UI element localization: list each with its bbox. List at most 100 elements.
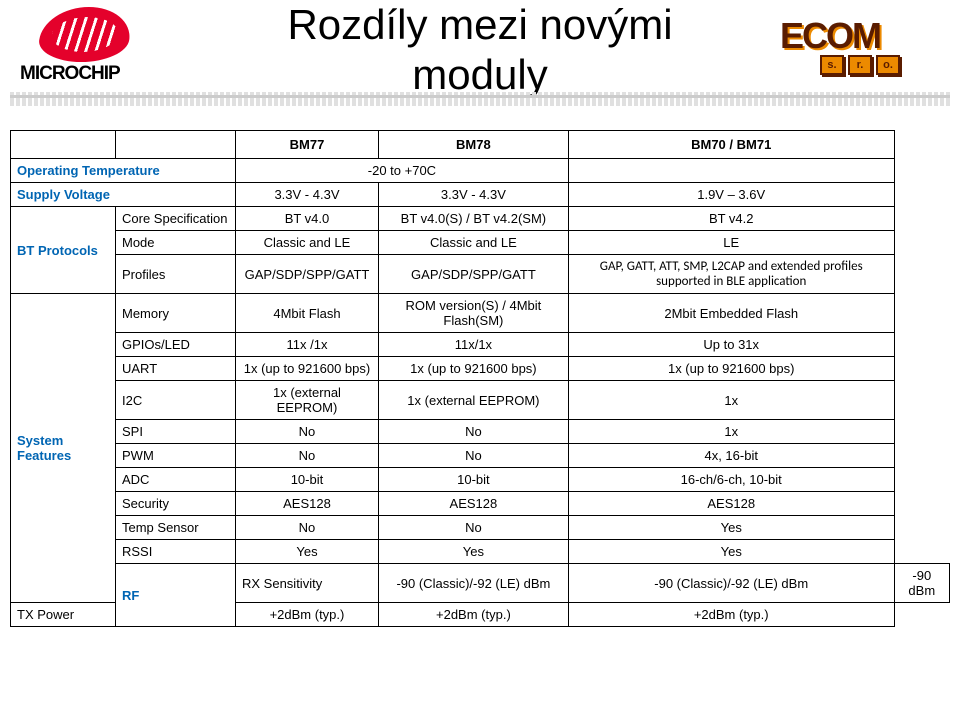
table-cell: -90 (Classic)/-92 (LE) dBm xyxy=(378,564,568,603)
table-row: ModeClassic and LEClassic and LELE xyxy=(11,231,950,255)
row-sub-label: ADC xyxy=(116,468,236,492)
table-cell: GAP/SDP/SPP/GATT xyxy=(236,255,379,294)
table-row: UART1x (up to 921600 bps)1x (up to 92160… xyxy=(11,357,950,381)
table-row: RSSIYesYesYes xyxy=(11,540,950,564)
table-cell: No xyxy=(378,516,568,540)
row-sub-label: PWM xyxy=(116,444,236,468)
table-cell: GAP, GATT, ATT, SMP, L2CAP and extended … xyxy=(568,255,894,294)
table-cell: 4x, 16-bit xyxy=(568,444,894,468)
row-sub-label: Mode xyxy=(116,231,236,255)
table-row: Operating Temperature-20 to +70C xyxy=(11,159,950,183)
table-cell: -90 dBm xyxy=(894,564,949,603)
table-cell: 11x /1x xyxy=(236,333,379,357)
table-cell: AES128 xyxy=(236,492,379,516)
table-cell: No xyxy=(378,420,568,444)
table-cell: 1.9V – 3.6V xyxy=(568,183,894,207)
header-divider xyxy=(10,92,950,106)
table-cell xyxy=(568,159,894,183)
table-cell: 4Mbit Flash xyxy=(236,294,379,333)
logo-ecom: ECOM s. r. o. xyxy=(780,15,940,85)
table-cell: No xyxy=(378,444,568,468)
table-cell: 11x/1x xyxy=(378,333,568,357)
row-group-label: System Features xyxy=(11,294,116,603)
row-group-label: Operating Temperature xyxy=(11,159,236,183)
table-cell: 1x (up to 921600 bps) xyxy=(378,357,568,381)
table-cell: 3.3V - 4.3V xyxy=(236,183,379,207)
row-sub-label: TX Power xyxy=(11,603,116,627)
table-cell: BT v4.0(S) / BT v4.2(SM) xyxy=(378,207,568,231)
table-cell: 1x (external EEPROM) xyxy=(236,381,379,420)
ecom-wordmark: ECOM xyxy=(780,15,880,57)
table-cell: BT v4.0 xyxy=(236,207,379,231)
table-row: ProfilesGAP/SDP/SPP/GATTGAP/SDP/SPP/GATT… xyxy=(11,255,950,294)
table-row: SPINoNo1x xyxy=(11,420,950,444)
row-sub-label: SPI xyxy=(116,420,236,444)
table-cell: AES128 xyxy=(568,492,894,516)
row-group-label: RF xyxy=(116,564,236,627)
row-sub-label: GPIOs/LED xyxy=(116,333,236,357)
table-row: System FeaturesMemory4Mbit FlashROM vers… xyxy=(11,294,950,333)
table-row: I2C1x (external EEPROM)1x (external EEPR… xyxy=(11,381,950,420)
table-cell: 3.3V - 4.3V xyxy=(378,183,568,207)
table-row: Supply Voltage3.3V - 4.3V3.3V - 4.3V1.9V… xyxy=(11,183,950,207)
table-cell: 10-bit xyxy=(236,468,379,492)
table-cell: 16-ch/6-ch, 10-bit xyxy=(568,468,894,492)
logo-microchip: MICROCHIP xyxy=(20,5,150,105)
table-cell: Up to 31x xyxy=(568,333,894,357)
table-row: Temp SensorNoNoYes xyxy=(11,516,950,540)
table-header-row: BM77 BM78 BM70 / BM71 xyxy=(11,131,950,159)
row-sub-label: Profiles xyxy=(116,255,236,294)
header-blank xyxy=(11,131,116,159)
table-cell: LE xyxy=(568,231,894,255)
row-sub-label: I2C xyxy=(116,381,236,420)
table-cell: BT v4.2 xyxy=(568,207,894,231)
row-sub-label: Core Specification xyxy=(116,207,236,231)
table-cell: 2Mbit Embedded Flash xyxy=(568,294,894,333)
row-sub-label: RX Sensitivity xyxy=(236,564,379,603)
table-cell: 1x xyxy=(568,420,894,444)
table-cell: 1x (up to 921600 bps) xyxy=(236,357,379,381)
ecom-sub-box: r. xyxy=(848,55,872,75)
row-sub-label: Temp Sensor xyxy=(116,516,236,540)
table-row: ADC10-bit10-bit16-ch/6-ch, 10-bit xyxy=(11,468,950,492)
row-group-label: Supply Voltage xyxy=(11,183,236,207)
table-cell: AES128 xyxy=(378,492,568,516)
title-line1: Rozdíly mezi novými xyxy=(287,1,672,48)
slide-header: MICROCHIP Rozdíly mezi novými moduly ECO… xyxy=(0,0,960,130)
table-cell: +2dBm (typ.) xyxy=(236,603,379,627)
table-cell: 10-bit xyxy=(378,468,568,492)
row-sub-label: RSSI xyxy=(116,540,236,564)
row-sub-label: Security xyxy=(116,492,236,516)
table-cell: Yes xyxy=(378,540,568,564)
table-cell: No xyxy=(236,420,379,444)
table-cell: GAP/SDP/SPP/GATT xyxy=(378,255,568,294)
header-bm78: BM78 xyxy=(378,131,568,159)
table-cell: Yes xyxy=(236,540,379,564)
table-cell: -20 to +70C xyxy=(236,159,569,183)
ecom-sub-box: s. xyxy=(820,55,844,75)
microchip-wordmark: MICROCHIP xyxy=(20,63,120,85)
header-bm70-71: BM70 / BM71 xyxy=(568,131,894,159)
table-cell: Yes xyxy=(568,540,894,564)
table-cell: Classic and LE xyxy=(236,231,379,255)
microchip-swoosh-icon xyxy=(36,7,134,62)
header-bm77: BM77 xyxy=(236,131,379,159)
header-blank2 xyxy=(116,131,236,159)
ecom-sub-box: o. xyxy=(876,55,900,75)
table-cell: Classic and LE xyxy=(378,231,568,255)
table-cell: 1x xyxy=(568,381,894,420)
table-cell: 1x (external EEPROM) xyxy=(378,381,568,420)
table-row: BT ProtocolsCore SpecificationBT v4.0BT … xyxy=(11,207,950,231)
ecom-subtext: s. r. o. xyxy=(820,55,900,75)
table-row: GPIOs/LED11x /1x11x/1xUp to 31x xyxy=(11,333,950,357)
table-cell: +2dBm (typ.) xyxy=(378,603,568,627)
table-cell: -90 (Classic)/-92 (LE) dBm xyxy=(568,564,894,603)
table-body: Operating Temperature-20 to +70CSupply V… xyxy=(11,159,950,627)
table-cell: 1x (up to 921600 bps) xyxy=(568,357,894,381)
row-sub-label: UART xyxy=(116,357,236,381)
table-cell: ROM version(S) / 4Mbit Flash(SM) xyxy=(378,294,568,333)
comparison-table: BM77 BM78 BM70 / BM71 Operating Temperat… xyxy=(10,130,950,627)
table-cell: +2dBm (typ.) xyxy=(568,603,894,627)
table-row: PWMNoNo4x, 16-bit xyxy=(11,444,950,468)
table-row: SecurityAES128AES128AES128 xyxy=(11,492,950,516)
